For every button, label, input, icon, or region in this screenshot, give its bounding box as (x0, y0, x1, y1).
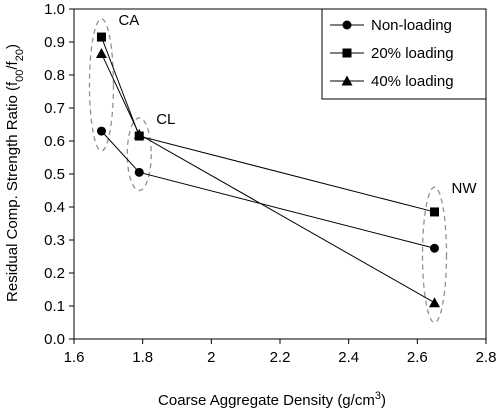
x-tick-label: 2 (207, 349, 215, 366)
y-tick-label: 0.1 (44, 298, 65, 315)
x-tick-label: 2.4 (338, 349, 359, 366)
y-tick-label: 0.4 (44, 199, 65, 216)
y-tick-label: 0.9 (44, 34, 65, 51)
data-point-20-loading (96, 32, 106, 42)
legend-label-40-loading: 40% loading (371, 73, 454, 90)
legend-marker-40-loading (341, 75, 353, 86)
y-tick-label: 1.0 (44, 1, 65, 18)
x-tick-label: 2.8 (476, 349, 497, 366)
y-axis-label: Residual Comp. Strength Ratio (f00/f20) (4, 44, 26, 302)
legend-label-20-loading: 20% loading (371, 45, 454, 62)
group-ellipse-cl (126, 117, 152, 192)
group-ellipse-ca (88, 18, 115, 152)
legend-label-non-loading: Non-loading (371, 17, 452, 34)
group-label-cl: CL (156, 111, 175, 128)
y-tick-label: 0.7 (44, 100, 65, 117)
legend-marker-20-loading (342, 48, 352, 58)
data-point-20-loading (430, 207, 439, 217)
x-tick-label: 1.6 (64, 349, 85, 366)
x-tick-label: 1.8 (132, 349, 153, 366)
y-tick-label: 0.2 (44, 265, 65, 282)
data-point-non-loading (430, 243, 439, 253)
group-ellipse-nw (421, 186, 448, 324)
group-label-nw: NW (452, 180, 478, 197)
x-tick-label: 2.2 (270, 349, 291, 366)
data-point-40-loading (429, 297, 440, 308)
y-tick-label: 0.5 (44, 166, 65, 183)
data-point-40-loading (133, 128, 145, 139)
data-point-non-loading (134, 167, 144, 177)
y-tick-label: 0.6 (44, 133, 65, 150)
x-tick-label: 2.6 (407, 349, 428, 366)
y-tick-label: 0.8 (44, 67, 65, 84)
legend-marker-non-loading (342, 20, 352, 30)
group-label-ca: CA (118, 12, 139, 29)
x-axis-label: Coarse Aggregate Density (g/cm3) (158, 390, 386, 409)
data-point-non-loading (96, 126, 106, 136)
y-tick-label: 0.0 (44, 331, 65, 348)
data-point-40-loading (95, 48, 107, 59)
y-tick-label: 0.3 (44, 232, 65, 249)
